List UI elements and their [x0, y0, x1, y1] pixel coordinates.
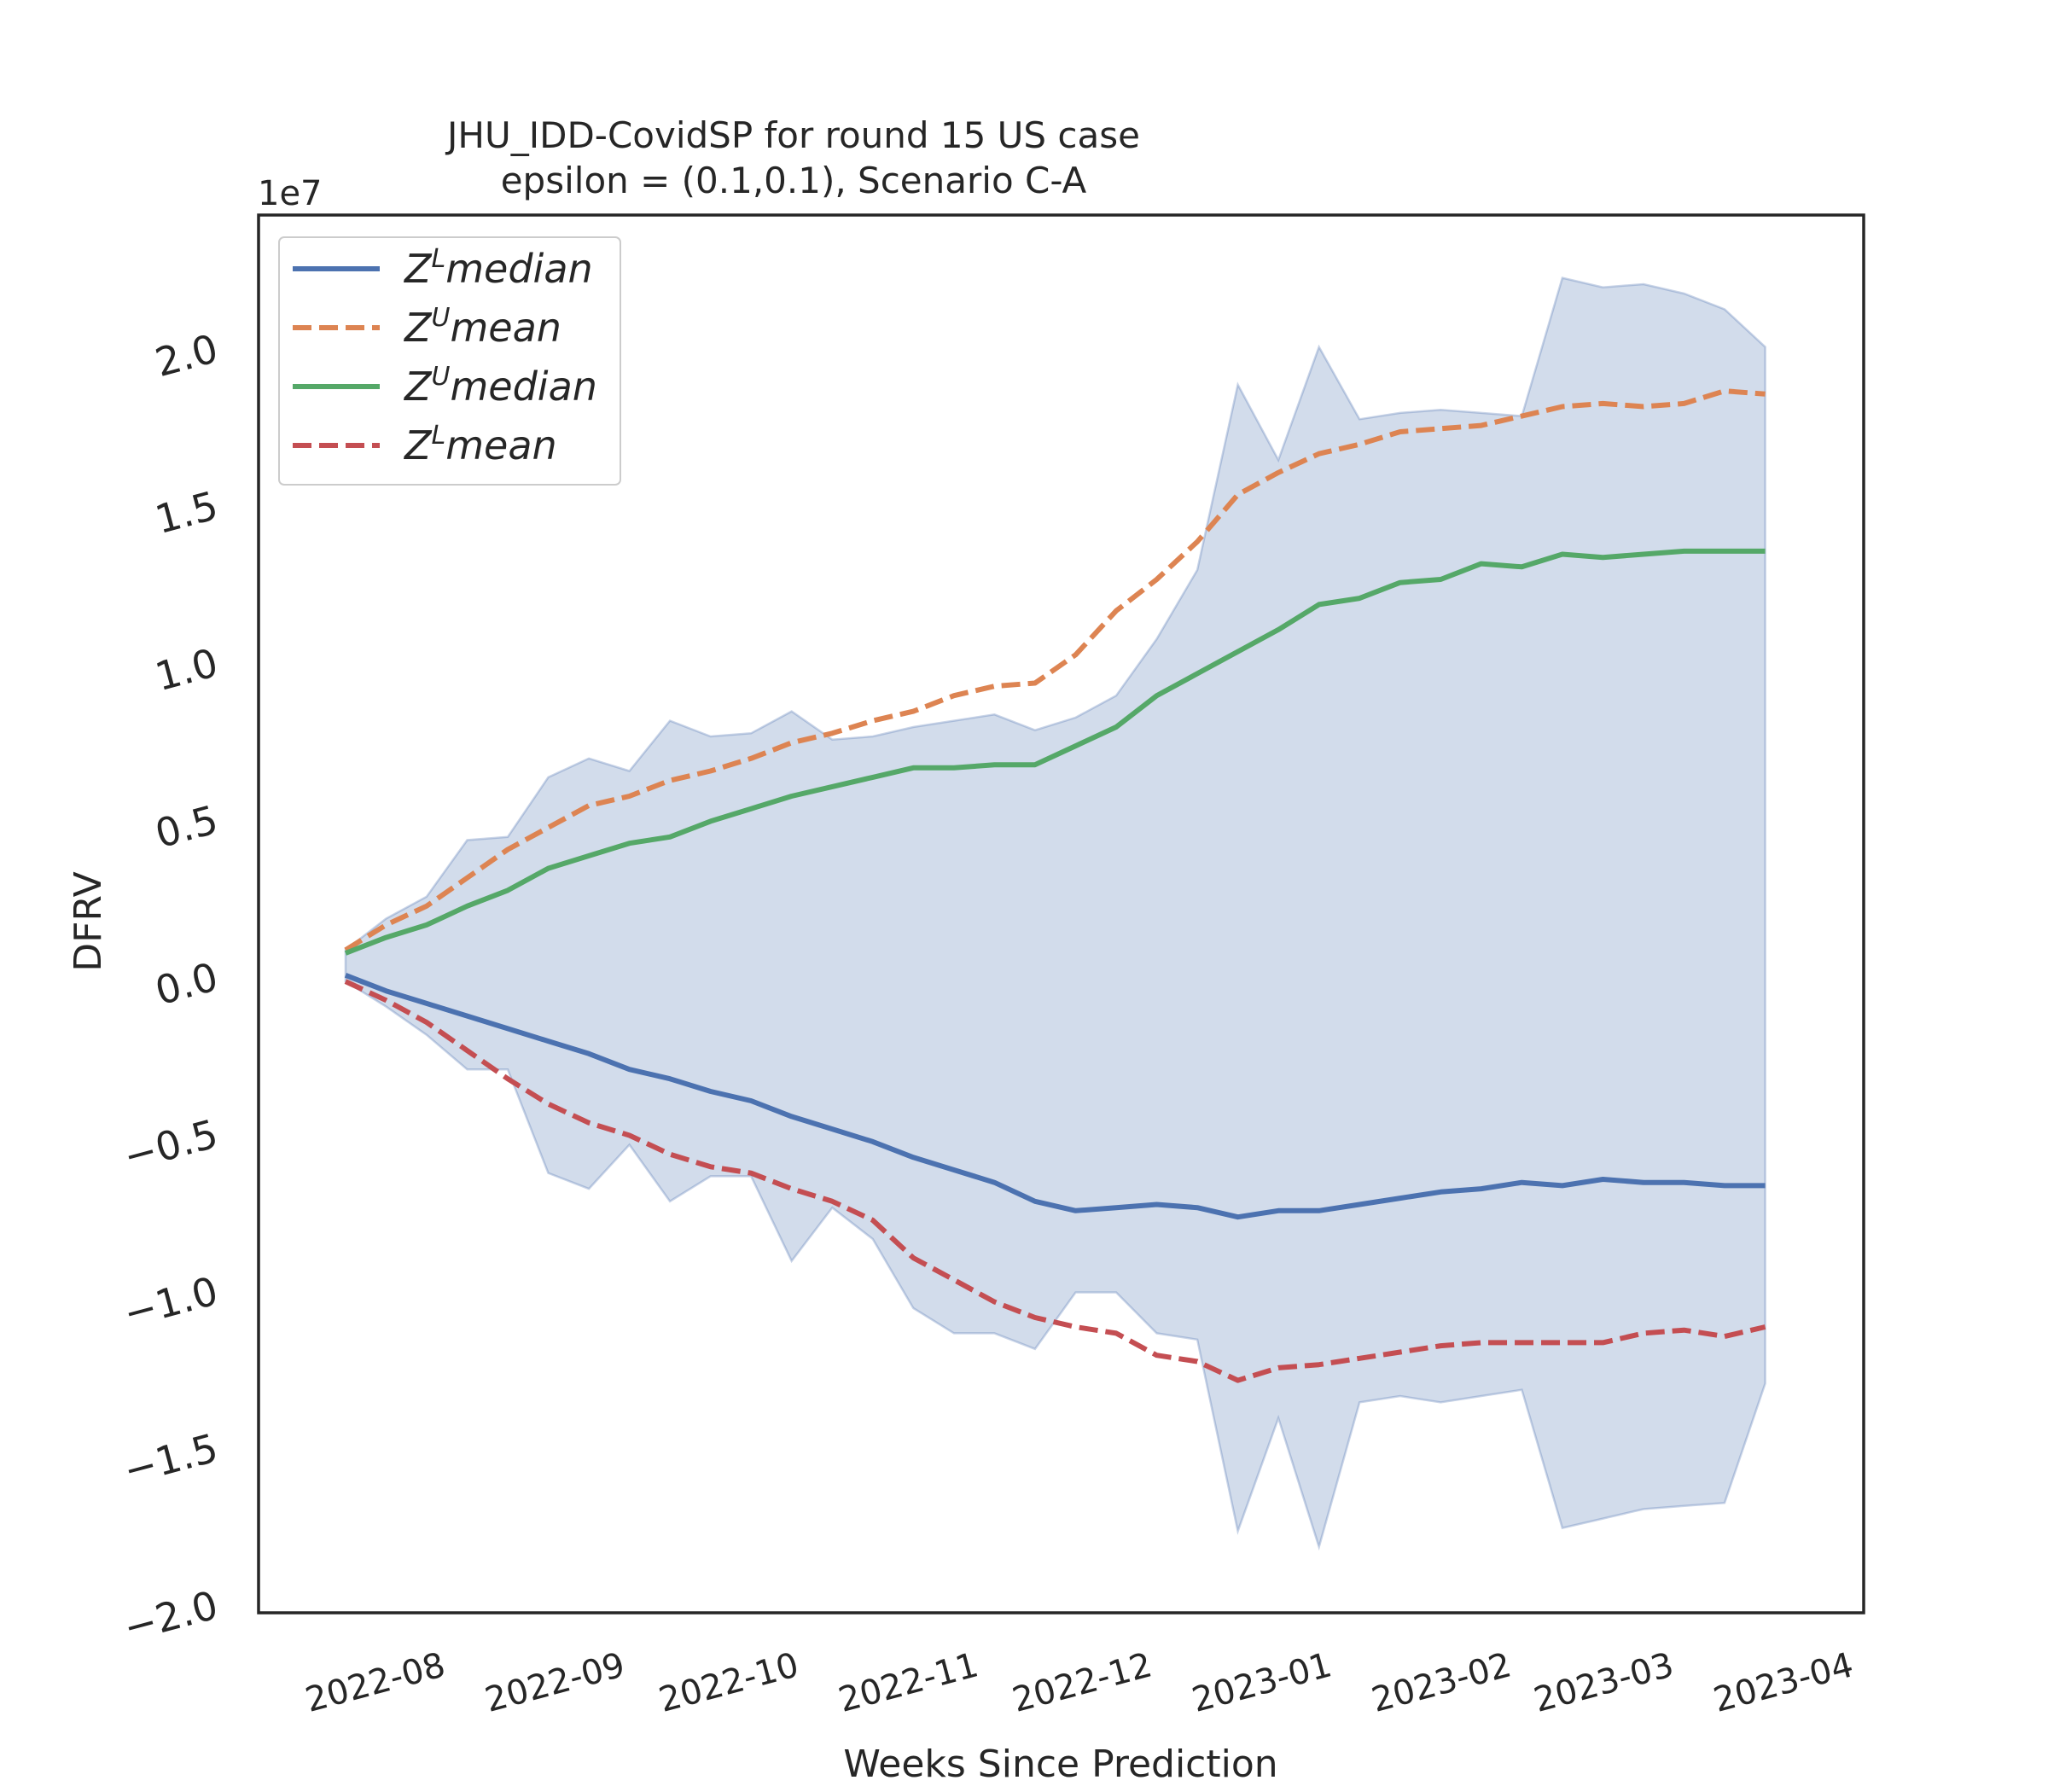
x-tick-label: 2022-10: [655, 1645, 802, 1720]
y-axis-ticks: 2.0 1.5 1.0 0.5 0.0 −0.5 −1.0 −1.5 −2.0: [119, 325, 223, 1650]
x-tick-label: 2023-04: [1709, 1645, 1857, 1720]
y-tick-label: 2.0: [150, 325, 223, 386]
x-tick-label: 2023-03: [1530, 1645, 1678, 1720]
x-axis-ticks: 2022-08 2022-09 2022-10 2022-11 2022-12 2023-…: [301, 1645, 1857, 1720]
legend-label: ZUmean: [403, 303, 561, 351]
x-tick-label: 2023-01: [1188, 1645, 1335, 1720]
y-tick-label: −0.5: [119, 1110, 223, 1179]
legend-label: ZLmean: [403, 421, 557, 468]
x-tick-label: 2022-09: [481, 1645, 629, 1720]
y-axis-label: DFRV: [67, 871, 110, 971]
legend: ZLmedian ZUmean ZUmedian ZLmean: [278, 236, 621, 486]
legend-box: [278, 236, 621, 486]
y-tick-label: 1.5: [150, 482, 223, 543]
series-line-2: [344, 388, 1766, 952]
y-tick-label: −1.5: [119, 1424, 223, 1493]
plot-frame: [257, 213, 1865, 1615]
y-tick-label: −2.0: [119, 1581, 223, 1650]
x-tick-label: 2022-12: [1009, 1645, 1156, 1720]
series-line-1: [344, 973, 1766, 1220]
series-line-4: [344, 979, 1766, 1383]
y-tick-label: 0.0: [150, 953, 223, 1014]
series-line-3: [344, 548, 1766, 956]
x-axis-label: Weeks Since Prediction: [843, 1743, 1277, 1786]
chart-title-line1: JHU_IDD-CovidSP for round 15 US case: [445, 114, 1140, 156]
legend-label: ZLmedian: [403, 244, 593, 292]
y-tick-label: 0.5: [150, 796, 223, 857]
legend-label: ZUmedian: [403, 362, 597, 410]
uncertainty-band: [344, 276, 1766, 1551]
chart-title-line2: epsilon = (0.1,0.1), Scenario C-A: [501, 160, 1087, 201]
x-tick-label: 2023-02: [1368, 1645, 1516, 1720]
plot-area: [344, 276, 1766, 1551]
y-offset-label: 1e7: [258, 174, 323, 213]
x-tick-label: 2022-08: [301, 1645, 449, 1720]
y-tick-label: −1.0: [119, 1267, 223, 1336]
y-tick-label: 1.0: [150, 639, 223, 700]
x-tick-label: 2022-11: [835, 1645, 982, 1720]
